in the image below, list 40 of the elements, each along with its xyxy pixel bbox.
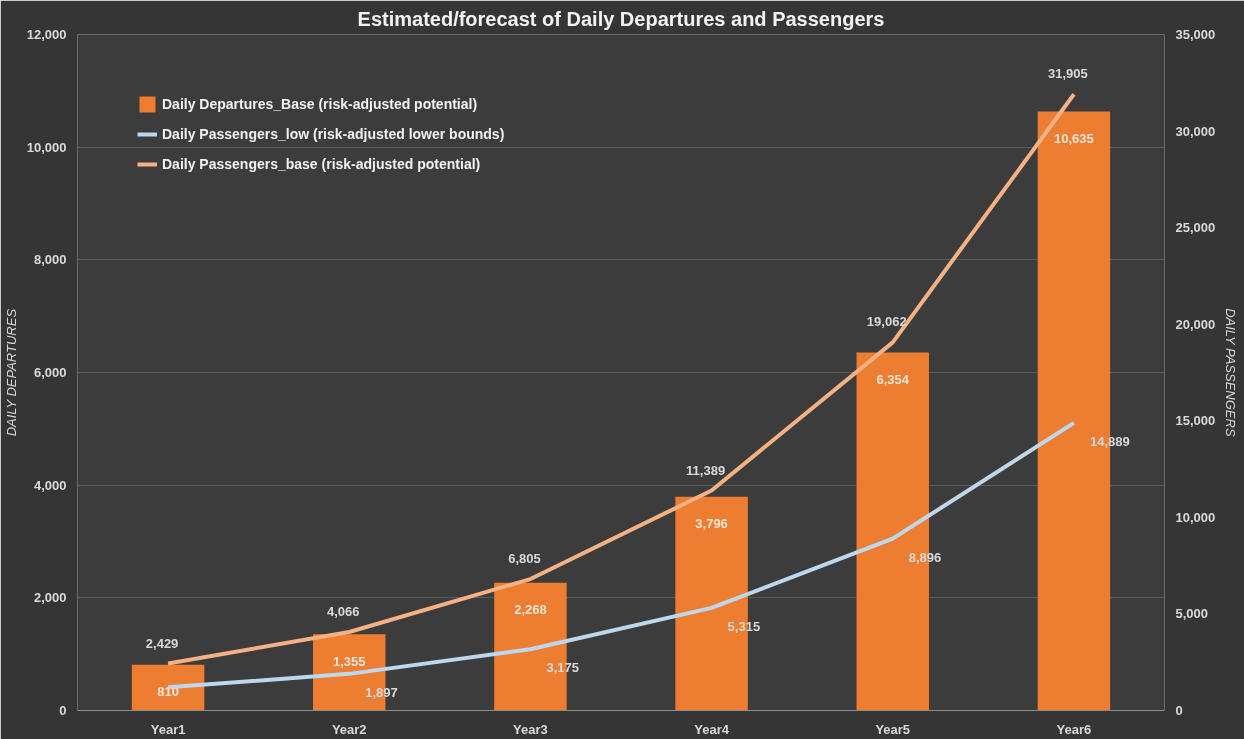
- y-tick-label: 0: [59, 703, 67, 718]
- x-tick-label: Year5: [875, 721, 911, 737]
- legend-label: Daily Passengers_low (risk-adjusted lower bounds): [162, 126, 505, 142]
- y2-axis-title: DAILY PASSENGERS: [1223, 308, 1239, 437]
- legend-label: Daily Departures_Base (risk-adjusted potential): [162, 96, 478, 112]
- data-label: 1,355: [332, 653, 366, 669]
- data-label: 2,429: [145, 635, 179, 651]
- bar: [131, 664, 205, 711]
- y2-tick-label: 20,000: [1175, 316, 1216, 332]
- data-label: 11,389: [686, 462, 726, 478]
- x-tick-label: Year1: [150, 721, 186, 737]
- data-label: 810: [157, 684, 179, 700]
- legend-label: Daily Passengers_base (risk-adjusted potential): [162, 156, 481, 172]
- data-label: 3,796: [695, 516, 728, 532]
- x-tick-label: Year4: [694, 721, 730, 737]
- x-tick-label: Year2: [331, 721, 367, 737]
- y-axis-title: DAILY DEPARTURES: [3, 308, 19, 437]
- data-label: 10,635: [1054, 130, 1094, 146]
- y-tick-label: 2,000: [33, 590, 67, 606]
- data-label: 4,066: [326, 603, 360, 619]
- data-label: 6,805: [508, 551, 541, 567]
- y-tick-label: 8,000: [33, 252, 67, 268]
- data-label: 2,268: [514, 602, 547, 618]
- chart-title: Estimated/forecast of Daily Departures and Passengers: [357, 7, 885, 30]
- data-label: 19,062: [866, 314, 907, 330]
- y2-tick-label: 15,000: [1175, 413, 1216, 429]
- y2-tick-label: 10,000: [1175, 509, 1216, 525]
- x-tick-label: Year3: [513, 721, 548, 737]
- y-tick-label: 12,000: [26, 27, 67, 42]
- y2-tick-label: 35,000: [1175, 27, 1216, 42]
- y2-tick-label: 0: [1175, 703, 1183, 718]
- data-label: 6,354: [876, 372, 910, 388]
- y2-tick-label: 5,000: [1175, 606, 1209, 622]
- x-tick-label: Year6: [1056, 721, 1092, 737]
- y-tick-label: 6,000: [33, 365, 67, 380]
- data-label: 31,905: [1048, 66, 1088, 82]
- y2-tick-label: 25,000: [1175, 220, 1216, 236]
- y2-tick-label: 30,000: [1175, 123, 1216, 139]
- y-tick-label: 10,000: [26, 139, 67, 155]
- y-tick-label: 4,000: [33, 477, 67, 493]
